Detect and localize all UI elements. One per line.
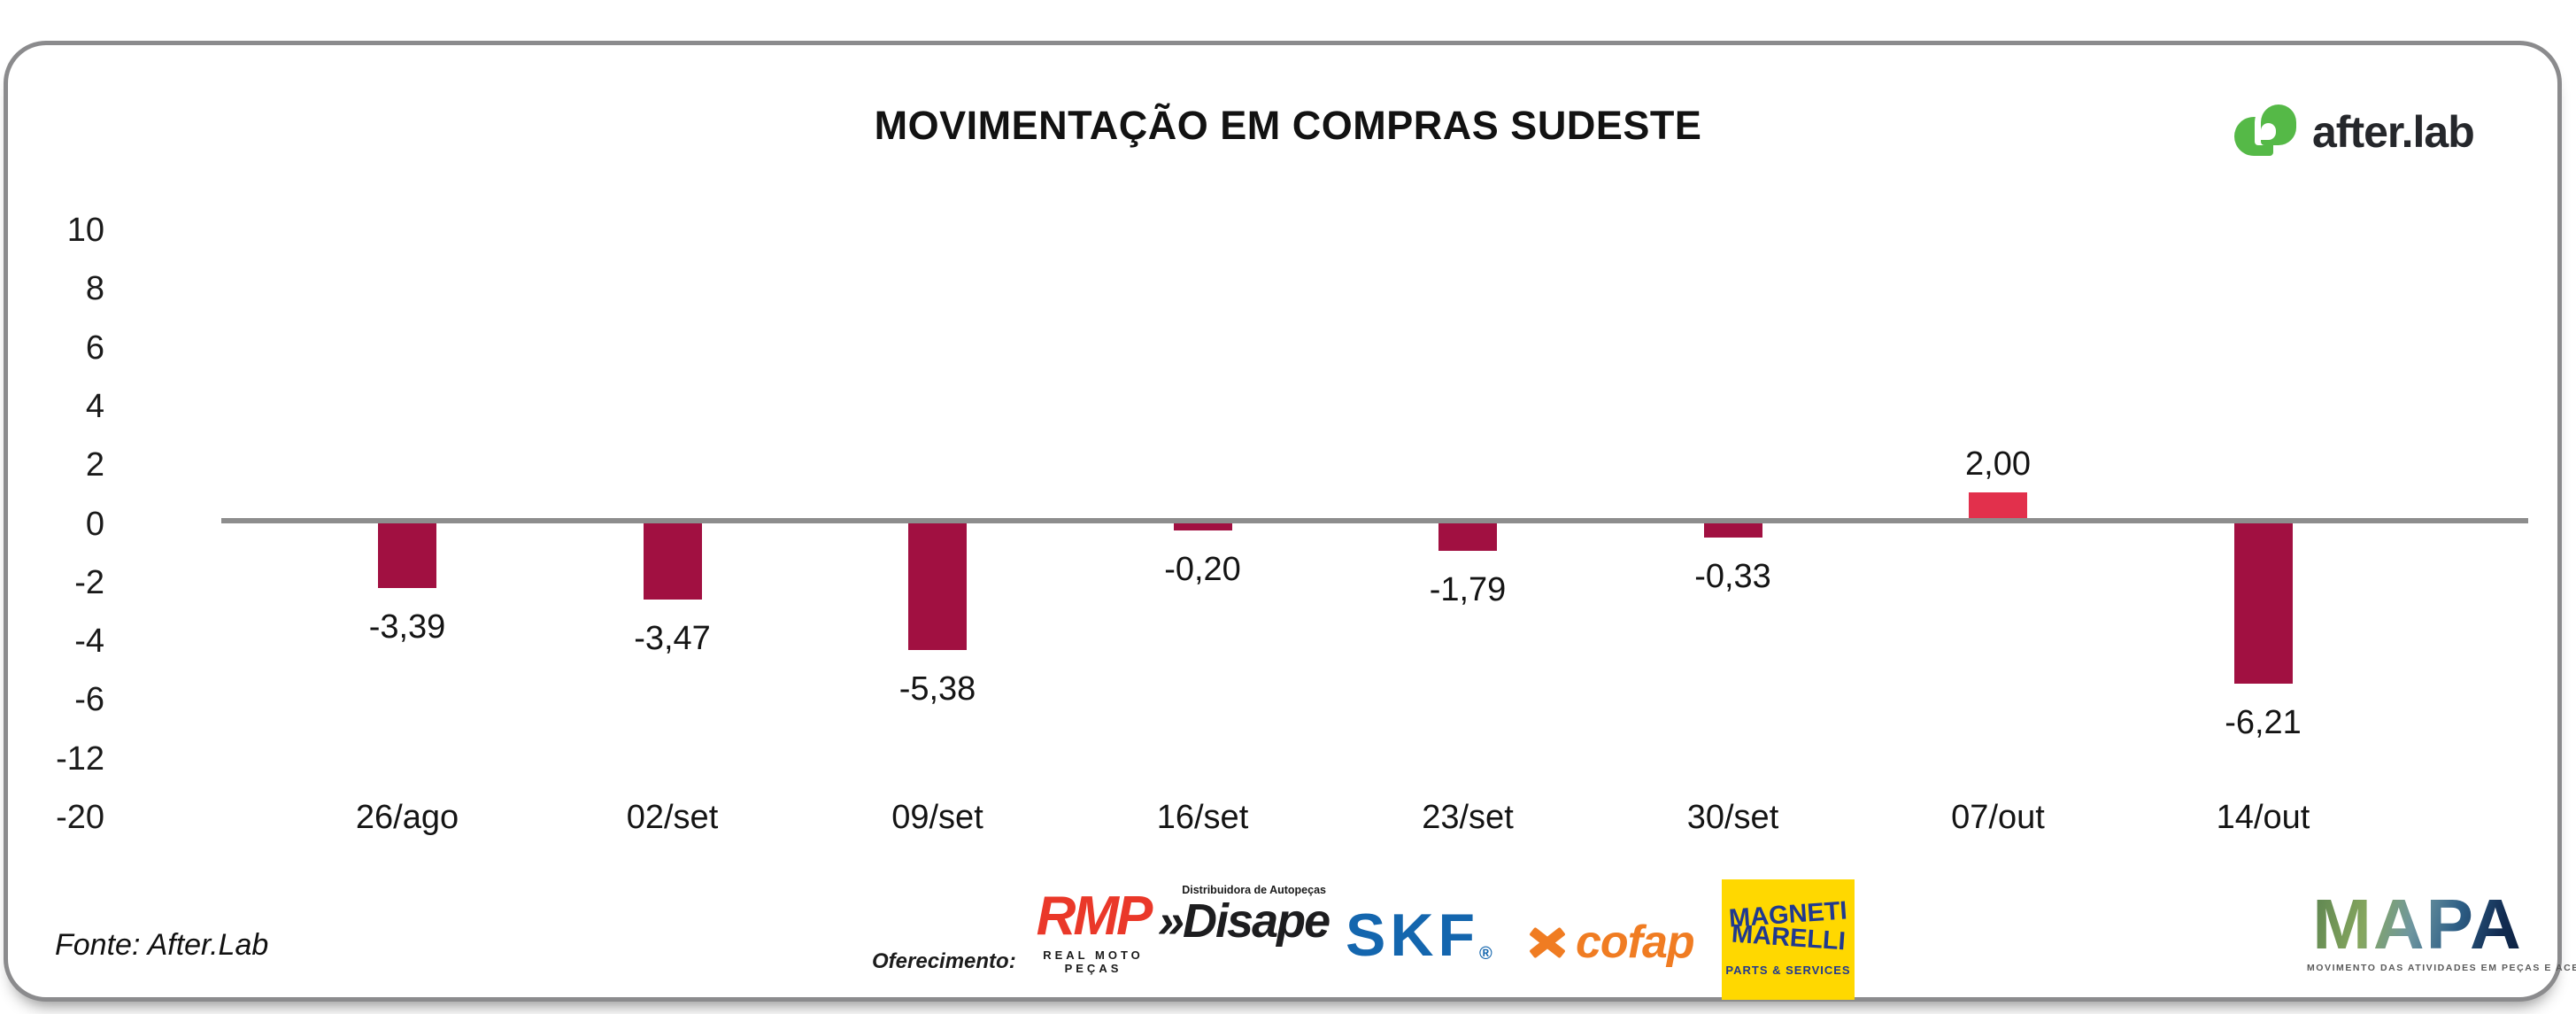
y-axis-tick-label: 8 xyxy=(85,270,104,308)
data-value-label: -0,33 xyxy=(1694,558,1771,595)
mapa-logo: MAPA MOVIMENTO DAS ATIVIDADES EM PEÇAS E… xyxy=(2307,889,2576,974)
y-axis-tick-label: -20 xyxy=(56,799,104,836)
y-axis-tick-label: -2 xyxy=(74,563,104,601)
data-value-label: -1,79 xyxy=(1429,571,1507,608)
y-axis-tick-label: 4 xyxy=(85,387,104,425)
x-axis-category-label: 16/set xyxy=(1156,799,1249,836)
leaf-shape-right xyxy=(2261,104,2296,145)
y-axis-tick-label: 10 xyxy=(66,212,104,249)
data-value-label: 2,00 xyxy=(1965,445,2031,483)
y-axis-tick-label: 0 xyxy=(85,505,104,543)
y-axis-tick-label: -12 xyxy=(56,739,104,778)
afterlab-logo-text: after.lab xyxy=(2312,107,2475,157)
zero-baseline xyxy=(221,518,2528,523)
data-value-label: -5,38 xyxy=(899,670,976,708)
afterlab-logo: after.lab xyxy=(2234,104,2475,159)
x-axis-category-label: 09/set xyxy=(891,799,983,836)
afterlab-leaves-icon xyxy=(2234,104,2298,159)
disape-wordmark: Disape xyxy=(1183,894,1330,948)
data-bar xyxy=(1173,523,1232,530)
mapa-wordmark: MAPA xyxy=(2307,889,2528,960)
disape-logo-text: »Disape xyxy=(1158,894,1330,948)
sponsor-logo-skf: SKF® xyxy=(1346,905,1492,984)
cofap-wordmark: cofap xyxy=(1576,917,1695,968)
data-value-label: -3,39 xyxy=(368,608,446,646)
magneti-line2: MARELLI xyxy=(1730,919,1847,956)
disape-logo-tagline: Distribuidora de Autopeças xyxy=(1182,884,1326,896)
sponsor-logo-rmp: RMP REAL MOTO PEÇAS xyxy=(1018,886,1168,976)
sponsor-logo-magneti-marelli: MAGNETI MARELLI PARTS & SERVICES xyxy=(1722,879,1855,1000)
x-axis-category-label: 30/set xyxy=(1686,799,1779,836)
chart-title: MOVIMENTAÇÃO EM COMPRAS SUDESTE xyxy=(874,103,1702,148)
x-axis-category-label: 26/ago xyxy=(355,799,459,836)
rmp-logo-subtitle: REAL MOTO PEÇAS xyxy=(1043,948,1144,975)
y-axis-tick-label: -6 xyxy=(74,681,104,719)
source-text: Fonte: After.Lab xyxy=(55,928,269,962)
magneti-subtitle: PARTS & SERVICES xyxy=(1725,963,1851,977)
sponsor-logo-cofap: cofap xyxy=(1526,917,1695,968)
data-bar xyxy=(1438,523,1497,551)
mapa-tagline: MOVIMENTO DAS ATIVIDADES EM PEÇAS E ACES… xyxy=(2307,963,2576,973)
y-axis-tick-label: -4 xyxy=(74,623,104,661)
sponsor-logo-disape: Distribuidora de Autopeças »Disape xyxy=(1158,884,1330,948)
y-axis-tick-label: 2 xyxy=(85,446,104,484)
data-value-label: -0,20 xyxy=(1164,551,1241,588)
registered-mark-icon: ® xyxy=(1479,944,1492,964)
data-bar xyxy=(643,523,702,600)
data-value-label: -6,21 xyxy=(2225,704,2302,741)
cofap-x-icon xyxy=(1526,921,1569,964)
data-value-label: -3,47 xyxy=(634,620,711,657)
x-axis-category-label: 02/set xyxy=(626,799,719,836)
data-bar xyxy=(1969,492,2027,518)
x-axis-category-label: 07/out xyxy=(1951,799,2045,836)
skf-wordmark: SKF xyxy=(1346,902,1479,969)
data-bar xyxy=(378,523,436,588)
x-axis-category-label: 23/set xyxy=(1422,799,1514,836)
disape-chevrons-icon: » xyxy=(1158,894,1184,948)
x-axis-category-label: 14/out xyxy=(2216,799,2310,836)
sponsorship-label: Oferecimento: xyxy=(872,949,1016,973)
data-bar xyxy=(908,523,967,650)
data-bar xyxy=(2233,523,2293,684)
rmp-logo-text: RMP xyxy=(1036,886,1153,947)
y-axis-tick-label: 6 xyxy=(85,329,104,367)
data-bar xyxy=(1703,523,1762,538)
